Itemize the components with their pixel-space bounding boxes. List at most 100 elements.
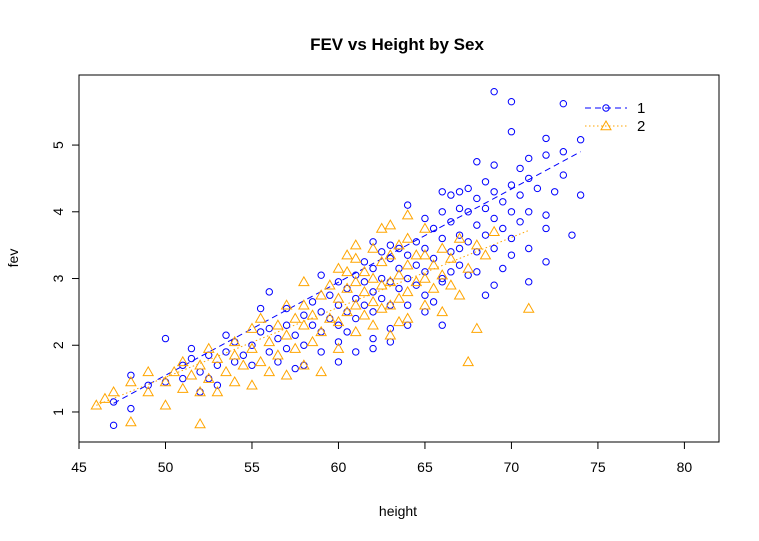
point-series-1	[386, 338, 395, 346]
point-series-1	[369, 288, 377, 296]
point-series-2	[453, 232, 466, 243]
point-series-2	[289, 312, 302, 323]
point-series-1	[300, 361, 308, 369]
point-series-1	[490, 161, 498, 169]
point-series-1	[542, 224, 550, 233]
point-series-2	[349, 275, 362, 287]
point-series-1	[274, 334, 282, 343]
point-series-1	[239, 351, 248, 359]
x-tick-label: 60	[331, 459, 347, 475]
y-axis: 1 2 3 4 5	[50, 141, 80, 416]
trend-line-series-2	[96, 230, 529, 406]
point-series-2	[194, 359, 206, 370]
point-series-1	[499, 264, 507, 273]
x-axis: 45 50 55 60 65 70 75 80	[71, 441, 693, 475]
point-series-1	[516, 218, 524, 226]
point-series-1	[205, 351, 213, 359]
point-series-1	[369, 308, 377, 316]
legend: 12	[585, 100, 645, 135]
point-series-1	[352, 294, 360, 303]
point-series-1	[507, 181, 516, 189]
point-series-2	[323, 279, 336, 290]
point-series-1	[308, 298, 317, 306]
point-series-1	[386, 241, 395, 249]
y-tick-label: 2	[50, 341, 66, 349]
point-series-1	[144, 381, 152, 389]
point-series-1	[542, 211, 550, 219]
point-series-1	[525, 244, 533, 253]
point-series-2	[470, 239, 483, 250]
point-series-2	[254, 312, 267, 323]
point-series-1	[507, 97, 516, 106]
point-series-1	[308, 321, 317, 329]
point-series-1	[412, 261, 420, 269]
point-series-1	[403, 301, 412, 309]
point-series-2	[341, 282, 353, 293]
x-tick-label: 50	[158, 459, 174, 475]
y-axis-label: fev	[5, 249, 21, 268]
point-series-1	[447, 218, 455, 226]
point-series-2	[263, 335, 276, 347]
point-series-1	[403, 201, 412, 209]
point-series-1	[326, 291, 334, 299]
point-series-1	[230, 358, 239, 366]
point-series-1	[265, 288, 273, 296]
point-series-2	[488, 225, 500, 237]
point-series-2	[436, 305, 449, 317]
point-series-2	[436, 242, 449, 253]
x-tick-label: 75	[590, 459, 606, 475]
point-series-1	[438, 208, 446, 216]
point-series-2	[228, 375, 241, 387]
point-series-2	[211, 352, 224, 363]
point-series-1	[568, 231, 576, 239]
point-series-1	[421, 214, 429, 223]
point-series-1	[473, 158, 481, 166]
point-series-1	[490, 281, 498, 289]
point-series-2	[202, 342, 215, 353]
trend-lines	[96, 151, 581, 406]
point-series-1	[265, 348, 273, 356]
point-series-1	[429, 254, 438, 263]
x-tick-label: 80	[677, 459, 693, 475]
point-series-1	[464, 238, 472, 246]
point-series-1	[576, 191, 585, 199]
point-series-1	[550, 188, 559, 196]
point-series-2	[289, 342, 302, 353]
point-series-2	[375, 302, 388, 313]
point-series-2	[237, 359, 250, 370]
point-series-2	[298, 275, 310, 287]
point-series-2	[298, 359, 310, 370]
point-series-2	[142, 365, 155, 377]
trend-line-series-1	[113, 151, 581, 404]
point-series-2	[393, 269, 405, 280]
point-series-1	[274, 358, 282, 366]
point-series-1	[490, 214, 498, 223]
point-series-1	[533, 184, 542, 193]
point-series-1	[455, 261, 464, 269]
point-series-1	[525, 174, 533, 183]
point-series-2	[367, 272, 379, 283]
point-series-2	[185, 369, 198, 380]
point-series-2	[246, 342, 258, 353]
point-series-2	[419, 272, 431, 283]
x-tick-label: 45	[71, 459, 87, 475]
point-series-2	[272, 319, 284, 330]
point-series-1	[317, 328, 325, 336]
point-series-1	[282, 344, 291, 353]
point-series-1	[256, 304, 265, 313]
point-series-1	[421, 308, 429, 316]
point-series-1	[473, 268, 481, 276]
point-series-1	[196, 368, 204, 376]
point-series-1	[291, 364, 299, 373]
point-series-2	[410, 249, 423, 260]
point-series-1	[429, 298, 438, 306]
point-series-2	[384, 249, 397, 260]
point-series-2	[358, 265, 371, 277]
point-series-2	[332, 315, 345, 327]
point-series-2	[159, 375, 172, 387]
legend-label-1: 1	[637, 100, 645, 117]
point-series-1	[196, 388, 204, 396]
point-series-1	[507, 208, 516, 216]
point-series-1	[265, 324, 273, 333]
point-series-2	[522, 302, 535, 313]
